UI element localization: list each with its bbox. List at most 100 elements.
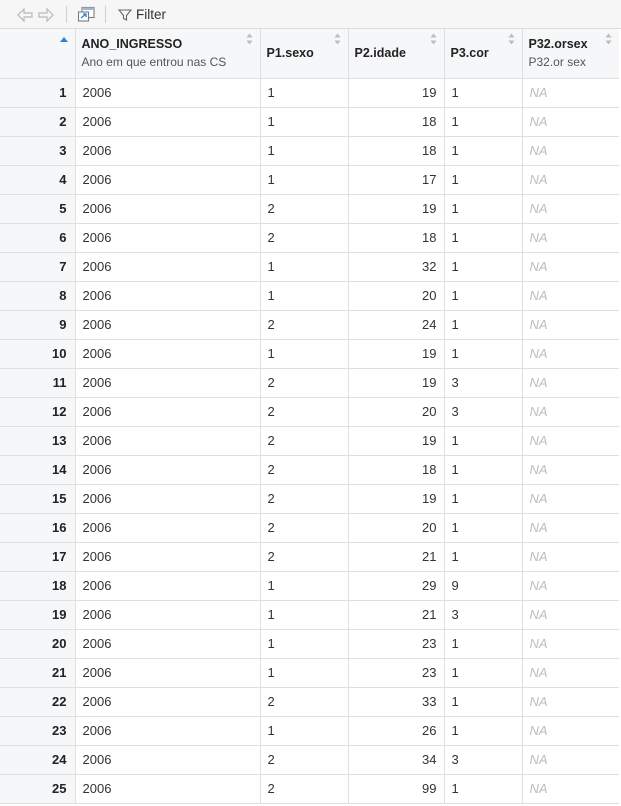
table-row[interactable]: 22 2006 2 33 1 NA xyxy=(0,687,619,717)
cell-p1-sexo: 1 xyxy=(260,600,349,630)
cell-p32-orsex: NA xyxy=(522,136,619,166)
table-row[interactable]: 7 2006 1 32 1 NA xyxy=(0,252,619,282)
table-row[interactable]: 24 2006 2 34 3 NA xyxy=(0,745,619,775)
toolbar-separator xyxy=(105,6,106,23)
cell-ano-ingresso: 2006 xyxy=(75,136,261,166)
data-grid: ANO_INGRESSO Ano em que entrou nas CS P1… xyxy=(0,29,621,806)
cell-p1-sexo: 2 xyxy=(260,310,349,340)
cell-ano-ingresso: 2006 xyxy=(75,571,261,601)
table-row[interactable]: 21 2006 1 23 1 NA xyxy=(0,658,619,688)
table-row[interactable]: 1 2006 1 19 1 NA xyxy=(0,78,619,108)
cell-p32-orsex: NA xyxy=(522,339,619,369)
cell-p3-cor: 1 xyxy=(444,78,523,108)
cell-p3-cor: 1 xyxy=(444,339,523,369)
table-row[interactable]: 14 2006 2 18 1 NA xyxy=(0,455,619,485)
cell-p3-cor: 3 xyxy=(444,397,523,427)
row-number: 10 xyxy=(0,339,76,369)
table-row[interactable]: 15 2006 2 19 1 NA xyxy=(0,484,619,514)
table-row[interactable]: 25 2006 2 99 1 NA xyxy=(0,774,619,804)
table-row[interactable]: 19 2006 1 21 3 NA xyxy=(0,600,619,630)
cell-ano-ingresso: 2006 xyxy=(75,397,261,427)
popout-icon[interactable] xyxy=(77,6,96,23)
row-number-header[interactable] xyxy=(0,29,76,79)
table-row[interactable]: 11 2006 2 19 3 NA xyxy=(0,368,619,398)
sort-icon[interactable] xyxy=(430,33,437,45)
cell-ano-ingresso: 2006 xyxy=(75,281,261,311)
cell-p2-idade: 99 xyxy=(348,774,445,804)
back-arrow-icon[interactable] xyxy=(16,7,34,23)
cell-p2-idade: 21 xyxy=(348,542,445,572)
cell-ano-ingresso: 2006 xyxy=(75,78,261,108)
cell-ano-ingresso: 2006 xyxy=(75,194,261,224)
table-row[interactable]: 9 2006 2 24 1 NA xyxy=(0,310,619,340)
cell-ano-ingresso: 2006 xyxy=(75,252,261,282)
row-number: 19 xyxy=(0,600,76,630)
column-header-p1-sexo[interactable]: P1.sexo xyxy=(260,29,349,79)
table-row[interactable]: 8 2006 1 20 1 NA xyxy=(0,281,619,311)
cell-ano-ingresso: 2006 xyxy=(75,310,261,340)
sort-icon[interactable] xyxy=(334,33,341,45)
table-row[interactable]: 6 2006 2 18 1 NA xyxy=(0,223,619,253)
table-row[interactable]: 18 2006 1 29 9 NA xyxy=(0,571,619,601)
row-number: 21 xyxy=(0,658,76,688)
cell-ano-ingresso: 2006 xyxy=(75,542,261,572)
table-row[interactable]: 13 2006 2 19 1 NA xyxy=(0,426,619,456)
data-viewer-toolbar: Filter xyxy=(0,0,621,29)
cell-p1-sexo: 2 xyxy=(260,542,349,572)
column-header-ano-ingresso[interactable]: ANO_INGRESSO Ano em que entrou nas CS xyxy=(75,29,261,79)
table-row[interactable]: 20 2006 1 23 1 NA xyxy=(0,629,619,659)
cell-p32-orsex: NA xyxy=(522,716,619,746)
cell-p3-cor: 1 xyxy=(444,281,523,311)
cell-p2-idade: 19 xyxy=(348,368,445,398)
cell-ano-ingresso: 2006 xyxy=(75,600,261,630)
table-row[interactable]: 4 2006 1 17 1 NA xyxy=(0,165,619,195)
table-row[interactable]: 2 2006 1 18 1 NA xyxy=(0,107,619,137)
cell-p3-cor: 3 xyxy=(444,600,523,630)
cell-p1-sexo: 2 xyxy=(260,745,349,775)
table-row[interactable]: 23 2006 1 26 1 NA xyxy=(0,716,619,746)
cell-ano-ingresso: 2006 xyxy=(75,745,261,775)
cell-p1-sexo: 2 xyxy=(260,774,349,804)
row-number: 14 xyxy=(0,455,76,485)
sort-icon[interactable] xyxy=(508,33,515,45)
sort-icon[interactable] xyxy=(605,33,612,45)
cell-ano-ingresso: 2006 xyxy=(75,368,261,398)
cell-ano-ingresso: 2006 xyxy=(75,339,261,369)
cell-p32-orsex: NA xyxy=(522,629,619,659)
column-name: P32.orsex xyxy=(528,37,588,52)
table-row[interactable]: 17 2006 2 21 1 NA xyxy=(0,542,619,572)
row-number: 9 xyxy=(0,310,76,340)
cell-p3-cor: 1 xyxy=(444,484,523,514)
cell-p32-orsex: NA xyxy=(522,513,619,543)
cell-p3-cor: 1 xyxy=(444,310,523,340)
table-row[interactable]: 12 2006 2 20 3 NA xyxy=(0,397,619,427)
cell-p1-sexo: 2 xyxy=(260,484,349,514)
cell-p3-cor: 1 xyxy=(444,107,523,137)
column-name: P2.idade xyxy=(354,46,406,61)
cell-p1-sexo: 1 xyxy=(260,165,349,195)
table-row[interactable]: 5 2006 2 19 1 NA xyxy=(0,194,619,224)
column-header-p2-idade[interactable]: P2.idade xyxy=(348,29,445,79)
column-label: Ano em que entrou nas CS xyxy=(81,55,227,70)
cell-p32-orsex: NA xyxy=(522,426,619,456)
filter-label: Filter xyxy=(136,7,166,22)
column-label: P32.or sex xyxy=(528,55,586,70)
cell-p3-cor: 1 xyxy=(444,455,523,485)
table-row[interactable]: 10 2006 1 19 1 NA xyxy=(0,339,619,369)
cell-p1-sexo: 1 xyxy=(260,339,349,369)
cell-p3-cor: 1 xyxy=(444,687,523,717)
table-row[interactable]: 3 2006 1 18 1 NA xyxy=(0,136,619,166)
table-row[interactable]: 16 2006 2 20 1 NA xyxy=(0,513,619,543)
cell-ano-ingresso: 2006 xyxy=(75,165,261,195)
cell-p32-orsex: NA xyxy=(522,281,619,311)
forward-arrow-icon[interactable] xyxy=(37,7,55,23)
cell-p2-idade: 23 xyxy=(348,658,445,688)
cell-p3-cor: 9 xyxy=(444,571,523,601)
filter-button[interactable]: Filter xyxy=(118,5,166,24)
column-header-p32-orsex[interactable]: P32.orsex P32.or sex xyxy=(522,29,619,79)
cell-p3-cor: 1 xyxy=(444,513,523,543)
column-header-p3-cor[interactable]: P3.cor xyxy=(444,29,523,79)
sort-icon[interactable] xyxy=(246,33,253,45)
row-number: 1 xyxy=(0,78,76,108)
cell-p32-orsex: NA xyxy=(522,310,619,340)
